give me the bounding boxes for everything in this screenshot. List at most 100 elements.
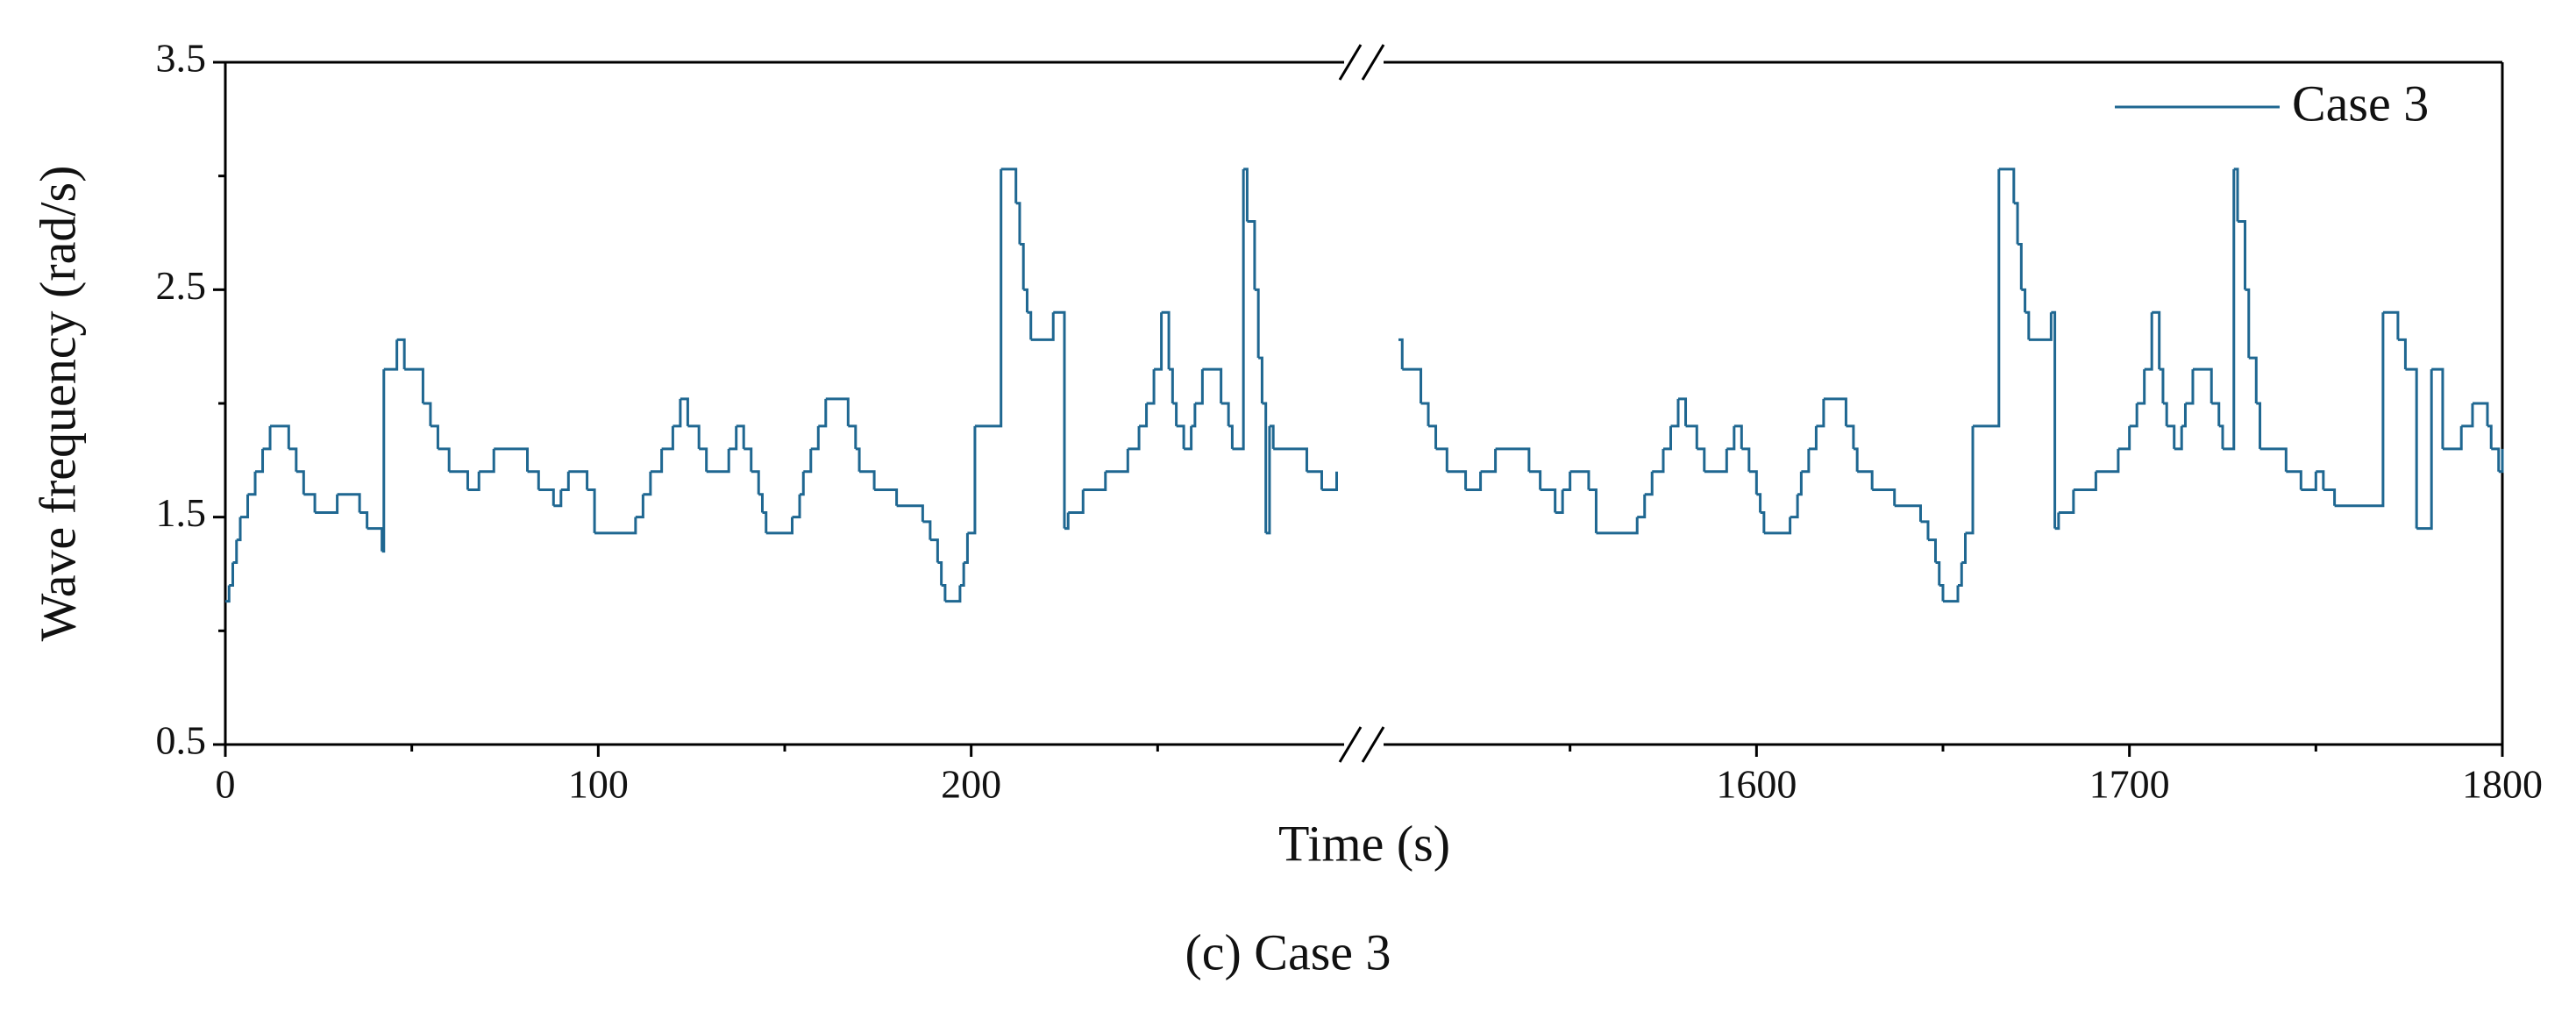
line-step: [2472, 402, 2489, 426]
line-step: [874, 488, 899, 506]
line-step: [687, 424, 701, 449]
line-step: [2159, 367, 2165, 403]
line-step: [1154, 312, 1163, 371]
line-step: [1965, 425, 1975, 535]
line-step: [2028, 312, 2053, 341]
line-step: [2192, 367, 2213, 403]
line-step: [479, 448, 495, 474]
line-step: [1644, 471, 1654, 496]
line-step: [974, 168, 1003, 428]
line-step: [1184, 425, 1193, 451]
line-step: [1053, 310, 1066, 529]
line-step: [859, 470, 876, 490]
line-step: [937, 561, 943, 586]
line-step: [1265, 425, 1271, 535]
line-step: [929, 538, 939, 563]
line-step: [1068, 489, 1085, 514]
line-step: [1000, 167, 1018, 203]
line-step: [359, 510, 369, 529]
line-step: [404, 367, 424, 403]
line-step: [765, 517, 794, 535]
line-step: [315, 494, 339, 514]
line-step: [635, 494, 644, 519]
line-step: [964, 532, 969, 565]
line-step: [2218, 424, 2224, 449]
line-step: [941, 583, 947, 602]
line-step: [1064, 512, 1070, 531]
line-step: [1402, 367, 1423, 403]
line-step: [262, 425, 272, 451]
line-step: [2129, 403, 2138, 428]
line-step: [848, 424, 857, 449]
line-step: [2162, 402, 2168, 426]
line-step: [1733, 424, 1743, 449]
line-step: [1306, 470, 1323, 490]
line-step: [1540, 488, 1557, 513]
line-step: [2487, 424, 2493, 449]
line-step: [896, 504, 924, 522]
line-step: [1652, 448, 1665, 474]
line-step: [568, 470, 589, 490]
line-step: [1741, 447, 1751, 472]
line-step: [1998, 167, 2016, 203]
line-step: [1019, 242, 1025, 290]
line-step: [1420, 402, 1430, 426]
line-step: [1015, 202, 1021, 245]
y-axis-label: Wave frequency (rad/s): [29, 166, 86, 642]
x-axis-label: Time (s): [1278, 815, 1450, 872]
line-step: [2058, 489, 2075, 514]
line-step: [2461, 403, 2474, 428]
line-step: [2382, 310, 2400, 340]
line-step: [2491, 447, 2501, 472]
line-step: [236, 517, 242, 542]
line-step: [1763, 517, 1792, 535]
line-step: [1232, 168, 1245, 451]
line-step: [1663, 425, 1673, 451]
line-step: [643, 471, 652, 496]
line-step: [527, 470, 540, 490]
line-step: [2238, 220, 2247, 290]
line-step: [1146, 369, 1156, 405]
x-tick-label: 1700: [2089, 762, 2170, 807]
line-step: [1398, 338, 1404, 370]
line-step: [855, 447, 861, 472]
line-step: [1495, 447, 1531, 472]
line-step: [758, 493, 764, 513]
axis-break: [1361, 726, 1385, 763]
line-step: [366, 527, 384, 552]
line-step: [2248, 356, 2258, 403]
axis-break: [1361, 44, 1385, 81]
x-tick-label: 1600: [1716, 762, 1797, 807]
line-step: [1927, 538, 1937, 563]
line-step: [2017, 242, 2023, 290]
line-step: [1528, 470, 1542, 490]
line-step: [2073, 471, 2097, 492]
line-step: [255, 448, 265, 474]
line-step: [2442, 425, 2463, 451]
line-step: [1202, 367, 1223, 403]
line-step: [1254, 288, 1260, 359]
line-step: [1191, 403, 1197, 428]
line-step: [1562, 471, 1572, 492]
line-step: [2185, 369, 2195, 405]
line-step: [1790, 494, 1799, 519]
line-step: [1958, 562, 1963, 587]
y-tick-label: 0.5: [156, 718, 207, 763]
line-step: [1194, 369, 1204, 405]
line-step: [1823, 397, 1847, 426]
line-step: [744, 447, 753, 472]
line-step: [2211, 402, 2221, 426]
line-step: [2013, 202, 2019, 245]
line-step: [1685, 424, 1698, 449]
line-step: [438, 447, 451, 472]
line-step: [2405, 367, 2418, 529]
line-step: [1480, 448, 1498, 474]
line-step: [288, 447, 298, 472]
y-tick-label: 3.5: [156, 36, 207, 81]
line-step: [1973, 168, 2001, 428]
line-step: [1161, 310, 1171, 370]
line-step: [1943, 585, 1960, 603]
line-step: [2334, 312, 2385, 508]
line-step: [1247, 220, 1256, 290]
line-step: [2245, 288, 2251, 359]
